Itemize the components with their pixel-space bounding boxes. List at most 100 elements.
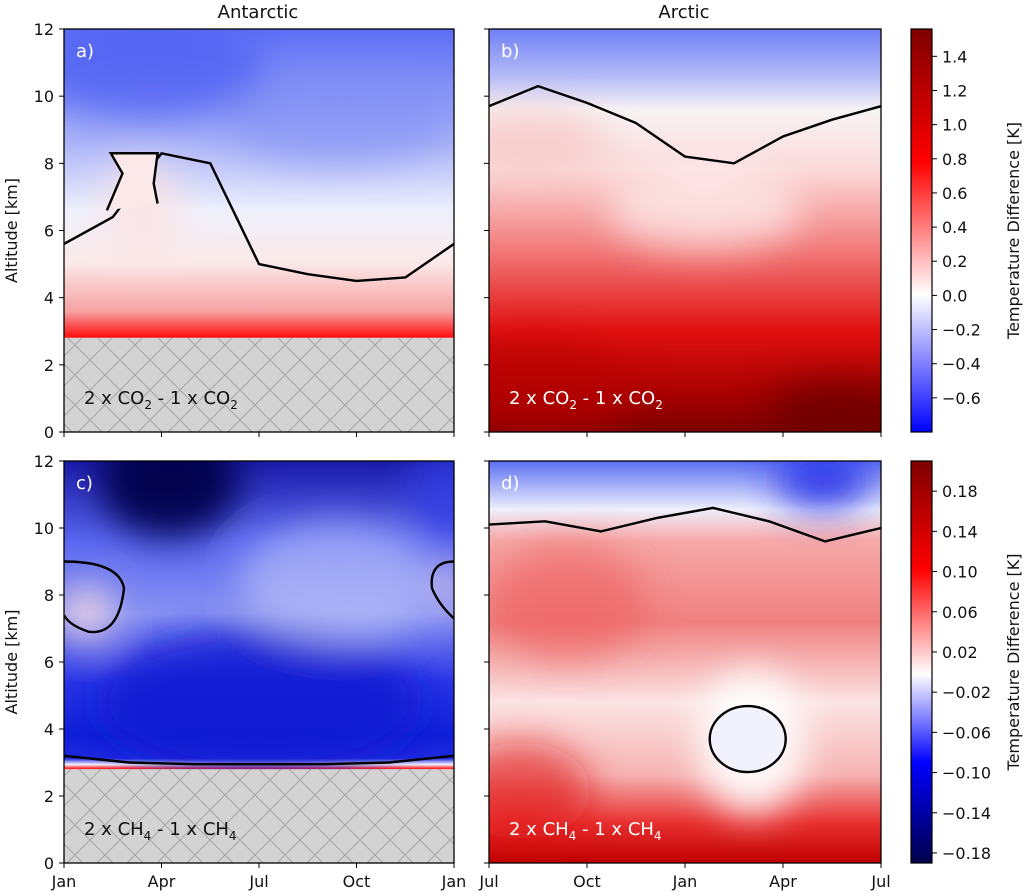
annotation-subscript: 4	[569, 829, 577, 843]
colorbar-tick-label: 0.8	[942, 150, 967, 169]
heatmap-blob	[220, 69, 454, 167]
annotation-text: CH	[203, 819, 229, 840]
x-tick-label: Apr	[769, 872, 797, 891]
annotation-subscript: 2	[655, 398, 663, 412]
y-tick-label: 8	[44, 586, 54, 605]
closed-contour-center	[708, 704, 787, 774]
y-tick-label: 12	[34, 20, 54, 39]
heatmap-blob	[489, 343, 635, 432]
heatmap-field	[489, 461, 881, 863]
panel-annotation: 2 x CH4 - 1 x CH4	[84, 819, 237, 843]
colorbar-tick-label: −0.2	[942, 321, 981, 340]
y-axis-label: Altitude [km]	[2, 610, 21, 715]
colorbar-tick-label: 1.4	[942, 47, 967, 66]
panel-label: a)	[76, 41, 94, 62]
heatmap-field	[64, 461, 454, 863]
y-tick-label: 6	[44, 653, 54, 672]
colorbar-tick-label: 0.4	[942, 218, 967, 237]
y-tick-label: 12	[34, 452, 54, 471]
annotation-text: - 1 x	[152, 388, 204, 409]
panel-annotation: 2 x CO2 - 1 x CO2	[84, 388, 238, 412]
y-tick-label: 2	[44, 356, 54, 375]
heatmap-blobs	[489, 109, 881, 432]
colorbar-ch4: 0.18 0.14 0.10 0.06 0.02 −0.02 −0.06 −0.10 −0.14…	[910, 460, 1023, 864]
contour-plume	[105, 152, 159, 211]
annotation-text: - 1 x	[151, 819, 203, 840]
heatmap-blob	[64, 29, 267, 118]
colorbar-tick-label: 0.6	[942, 184, 967, 203]
y-tick-label: 6	[44, 222, 54, 241]
heatmap-blob	[489, 742, 591, 839]
y-tick-label: 4	[44, 720, 54, 739]
annotation-subscript: 4	[229, 829, 237, 843]
annotation-text: 2 x	[84, 819, 118, 840]
heatmap-blob	[99, 461, 240, 538]
y-axis-label: Altitude [km]	[2, 178, 21, 283]
y-tick-label: 0	[44, 423, 54, 442]
panel-label: d)	[501, 473, 519, 494]
panel-label: b)	[501, 41, 519, 62]
heatmap-blob	[489, 541, 646, 662]
zero-contour	[489, 506, 881, 543]
annotation-text: CO	[543, 388, 570, 409]
annotation-text: CH	[118, 819, 144, 840]
y-tick-label: 8	[44, 154, 54, 173]
annotation-subscript: 2	[569, 398, 577, 412]
annotation-subscript: 4	[144, 829, 152, 843]
colorbar-label: Temperature Difference [K]	[1004, 122, 1023, 340]
y-tick-label: 0	[44, 854, 54, 873]
column-title-antarctic: Antarctic	[218, 2, 299, 23]
annotation-text: CO	[203, 388, 230, 409]
zero-contour	[64, 754, 454, 766]
heatmap-blob	[438, 565, 454, 606]
heatmap-blobs	[64, 29, 454, 259]
colorbar-label: Temperature Difference [K]	[1004, 554, 1023, 772]
panel-annotation: 2 x CH4 - 1 x CH4	[509, 819, 662, 843]
colorbar-tick-label: 1.0	[942, 116, 967, 135]
x-tick-label: Oct	[343, 872, 371, 891]
closed-contour-left	[64, 560, 126, 634]
x-tick-label: Jan	[441, 872, 467, 891]
annotation-text: - 1 x	[577, 388, 629, 409]
ground-hatch	[64, 337, 454, 432]
heatmap-field	[64, 29, 454, 432]
panel-b-arctic-co2: b) 2 x CO2 - 1 x CO2	[484, 28, 882, 437]
annotation-text: CO	[628, 388, 655, 409]
annotation-text: CO	[118, 388, 145, 409]
panel-annotation: 2 x CO2 - 1 x CO2	[509, 388, 663, 412]
colorbar-tick-label: 0.14	[942, 522, 978, 541]
heatmap-blob	[95, 629, 423, 775]
heatmap-blob	[775, 461, 870, 510]
colorbar-tick-label: −0.6	[942, 389, 981, 408]
annotation-text: CH	[628, 819, 654, 840]
colorbar-tick-label: 0.18	[942, 482, 978, 501]
heatmap-blob	[763, 379, 881, 432]
x-tick-label: Oct	[573, 872, 601, 891]
column-title-arctic: Arctic	[658, 2, 709, 23]
colorbar-tick-label: −0.10	[942, 764, 991, 783]
annotation-subscript: 2	[230, 398, 238, 412]
heatmap-blob	[407, 461, 454, 542]
heatmap-blob	[64, 585, 111, 642]
colorbar-tick-label: 0.10	[942, 563, 978, 582]
colorbar-tick-label: 0.0	[942, 286, 967, 305]
x-tick-label: Jul	[248, 872, 268, 891]
x-tick-label: Jul	[870, 872, 890, 891]
colorbar-gradient	[910, 28, 933, 433]
annotation-subscript: 2	[144, 398, 152, 412]
colorbar-gradient	[910, 460, 933, 864]
annotation-text: 2 x	[84, 388, 118, 409]
annotation-text: CH	[543, 819, 569, 840]
annotation-subscript: 4	[654, 829, 662, 843]
colorbar-tick-label: −0.18	[942, 844, 991, 863]
heatmap-blob	[489, 109, 607, 175]
heatmap-field	[489, 29, 881, 432]
colorbar-tick-label: −0.4	[942, 355, 981, 374]
heatmap-blob	[606, 170, 803, 251]
x-tick-label: Apr	[148, 872, 176, 891]
closed-contour-right	[430, 560, 454, 620]
